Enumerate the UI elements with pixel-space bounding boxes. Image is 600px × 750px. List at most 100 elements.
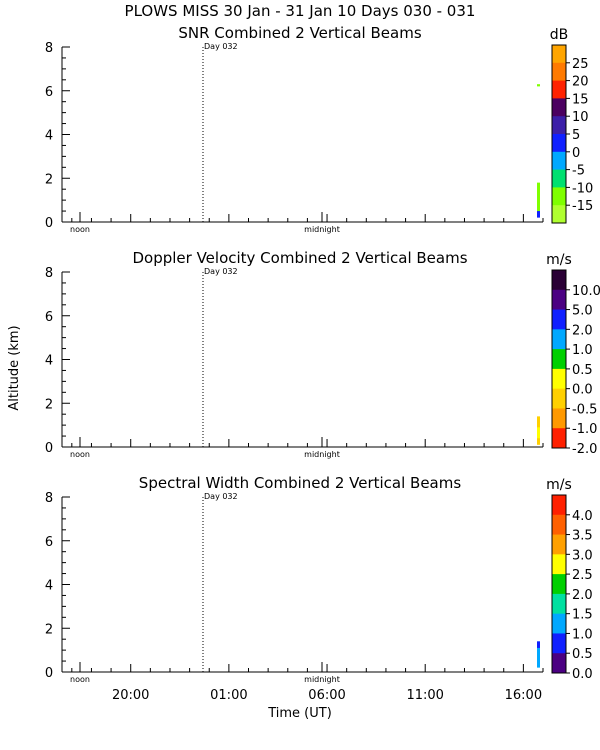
y-tick-label: 6 bbox=[45, 535, 53, 550]
colorbar-segment bbox=[552, 428, 566, 449]
y-tick-label: 2 bbox=[45, 622, 53, 637]
day-label: Day 032 bbox=[204, 42, 238, 51]
colorbar-segment bbox=[552, 534, 566, 555]
y-axis-label: Altitude (km) bbox=[7, 325, 22, 410]
colorbar-segment bbox=[552, 289, 566, 311]
colorbar-label: 5.0 bbox=[572, 304, 593, 319]
colorbar-segment bbox=[552, 388, 566, 409]
colorbar-label: 1.0 bbox=[572, 343, 593, 358]
colorbar-segment bbox=[552, 151, 566, 171]
y-tick-label: 8 bbox=[45, 266, 53, 281]
colorbar-segment bbox=[552, 62, 566, 82]
colorbar-label: 0.5 bbox=[572, 647, 593, 662]
colorbar-segment bbox=[552, 574, 566, 595]
colorbar-segment bbox=[552, 554, 566, 575]
colorbar-label: 10 bbox=[572, 110, 589, 125]
colorbar-segment bbox=[552, 368, 566, 390]
colorbar-segment bbox=[552, 80, 566, 99]
y-tick-label: 6 bbox=[45, 85, 53, 100]
colorbar-label: 5 bbox=[572, 128, 580, 143]
y-tick-label: 4 bbox=[45, 579, 53, 594]
colorbar-segment bbox=[552, 134, 566, 153]
x-axis-label: Time (UT) bbox=[267, 706, 332, 721]
y-tick-label: 4 bbox=[45, 354, 53, 369]
day-label: Day 032 bbox=[204, 492, 238, 501]
data-cell bbox=[537, 211, 540, 218]
colorbar-segment bbox=[552, 349, 566, 370]
y-tick-label: 8 bbox=[45, 491, 53, 506]
colorbar-segment bbox=[552, 169, 566, 188]
data-cell bbox=[537, 641, 540, 648]
noon-label: noon bbox=[70, 450, 90, 459]
colorbar-label: 2.5 bbox=[572, 568, 593, 583]
midnight-label: midnight bbox=[304, 225, 340, 234]
colorbar-label: 3.5 bbox=[572, 529, 593, 544]
colorbar-label: 0.0 bbox=[572, 383, 593, 398]
colorbar-label: 1.0 bbox=[572, 627, 593, 642]
data-cell bbox=[537, 182, 540, 216]
x-tick-label: 20:00 bbox=[112, 688, 149, 703]
y-tick-label: 8 bbox=[45, 41, 53, 56]
panel-title: SNR Combined 2 Vertical Beams bbox=[178, 24, 421, 42]
colorbar-label: -10 bbox=[572, 181, 593, 196]
colorbar-label: 4.0 bbox=[572, 509, 593, 524]
y-tick-label: 6 bbox=[45, 310, 53, 325]
colorbar-label: 1.5 bbox=[572, 608, 593, 623]
colorbar-label: 0 bbox=[572, 146, 580, 161]
colorbar-label: 2.0 bbox=[572, 588, 593, 603]
y-tick-label: 0 bbox=[45, 441, 53, 456]
colorbar-segment bbox=[552, 495, 566, 516]
x-tick-label: 01:00 bbox=[210, 688, 247, 703]
colorbar-segment bbox=[552, 408, 566, 429]
colorbar-segment bbox=[552, 653, 566, 674]
colorbar-frame bbox=[551, 269, 567, 449]
panel-title: Doppler Velocity Combined 2 Vertical Bea… bbox=[132, 249, 467, 267]
y-tick-label: 0 bbox=[45, 216, 53, 231]
data-cell bbox=[537, 641, 540, 668]
panel-2: Doppler Velocity Combined 2 Vertical Bea… bbox=[45, 249, 600, 459]
day-label: Day 032 bbox=[204, 267, 238, 276]
x-tick-label: 16:00 bbox=[505, 688, 542, 703]
panel-1: SNR Combined 2 Vertical Beams 0 2 4 6 8 noon mi… bbox=[45, 24, 593, 234]
colorbar-segment bbox=[552, 309, 566, 330]
colorbar-segment bbox=[552, 98, 566, 117]
colorbar-unit: dB bbox=[550, 27, 569, 43]
colorbar-label: -15 bbox=[572, 199, 593, 214]
colorbar-segment bbox=[552, 45, 566, 64]
colorbar-segment bbox=[552, 514, 566, 536]
colorbar-label: -2.0 bbox=[572, 442, 597, 457]
colorbar-label: -1.0 bbox=[572, 422, 597, 437]
figure-title: PLOWS MISS 30 Jan - 31 Jan 10 Days 030 -… bbox=[125, 2, 476, 20]
colorbar-segment bbox=[552, 593, 566, 615]
x-tick-label: 06:00 bbox=[308, 688, 345, 703]
colorbar-label: 0.0 bbox=[572, 667, 593, 682]
colorbar-label: 3.0 bbox=[572, 548, 593, 563]
colorbar-unit: m/s bbox=[546, 477, 572, 493]
y-tick-label: 2 bbox=[45, 172, 53, 187]
colorbar-segment bbox=[552, 205, 566, 224]
panel-title: Spectral Width Combined 2 Vertical Beams bbox=[139, 474, 462, 492]
colorbar-segment bbox=[552, 633, 566, 654]
colorbar-segment bbox=[552, 116, 566, 135]
colorbar-label: -0.5 bbox=[572, 402, 597, 417]
noon-label: noon bbox=[70, 225, 90, 234]
colorbar-label: 25 bbox=[572, 57, 589, 72]
y-tick-label: 4 bbox=[45, 129, 53, 144]
midnight-label: midnight bbox=[304, 450, 340, 459]
colorbar-label: 0.5 bbox=[572, 363, 593, 378]
data-cell bbox=[537, 427, 540, 439]
y-tick-label: 2 bbox=[45, 397, 53, 412]
colorbar-frame bbox=[551, 494, 567, 674]
noon-label: noon bbox=[70, 675, 90, 684]
colorbar-label: 15 bbox=[572, 92, 589, 107]
colorbar-segment bbox=[552, 270, 566, 291]
y-tick-label: 0 bbox=[45, 666, 53, 681]
colorbar-label: 10.0 bbox=[572, 284, 600, 299]
panel-3: Spectral Width Combined 2 Vertical Beams… bbox=[45, 474, 593, 684]
midnight-label: midnight bbox=[304, 675, 340, 684]
colorbar-label: 20 bbox=[572, 75, 589, 90]
colorbar-unit: m/s bbox=[546, 252, 572, 268]
colorbar-label: -5 bbox=[572, 164, 585, 179]
x-tick-label: 11:00 bbox=[406, 688, 443, 703]
